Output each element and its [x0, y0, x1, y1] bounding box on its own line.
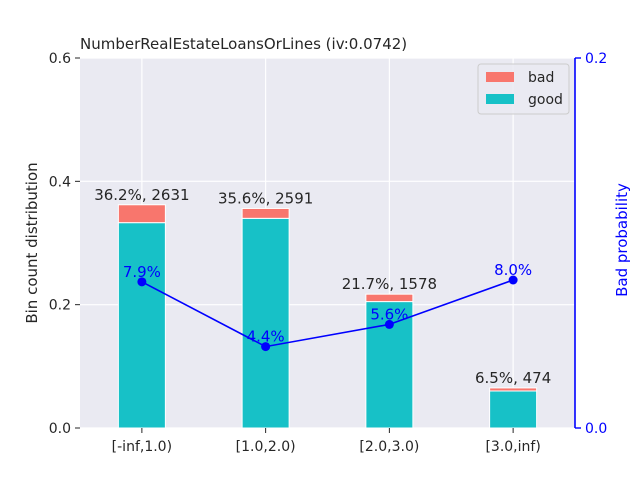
y-axis-label: Bin count distribution — [23, 162, 41, 323]
bad-probability-label: 4.4% — [247, 328, 285, 346]
bar-good — [241, 217, 290, 429]
legend-label-bad: bad — [528, 70, 554, 86]
bad-probability-label: 7.9% — [123, 263, 161, 281]
bar-good — [489, 390, 538, 429]
bad-probability-point — [137, 277, 147, 287]
bar-bad — [365, 293, 414, 303]
x-tick-label: [-inf,1.0) — [112, 439, 172, 455]
chart-title: NumberRealEstateLoansOrLines (iv:0.0742) — [80, 35, 407, 53]
bad-probability-line-path — [141, 279, 514, 348]
bar-bad — [117, 204, 166, 224]
bar-total-label: 21.7%, 1578 — [342, 275, 437, 293]
bar-total-label: 36.2%, 2631 — [94, 186, 189, 204]
bar-bad — [241, 207, 290, 219]
y2-tick-label: 0.0 — [585, 421, 607, 437]
bar-total-label: 6.5%, 474 — [475, 369, 551, 387]
bad-probability-point — [384, 319, 394, 329]
y-tick-label: 0.4 — [49, 174, 71, 190]
bar-total-label: 35.6%, 2591 — [218, 189, 313, 207]
y-tick-label: 0.2 — [49, 298, 71, 314]
legend-label-good: good — [528, 92, 563, 108]
x-tick-label: [2.0,3.0) — [359, 439, 419, 455]
y2-tick-label: 0.2 — [585, 51, 607, 67]
legend: bad good — [477, 63, 570, 115]
bad-probability-label: 8.0% — [494, 261, 532, 279]
legend-swatch-good — [486, 94, 514, 104]
bad-probability-line: 7.9% 4.4% 5.6% 8.0% — [123, 261, 532, 352]
secondary-y-axis-label: Bad probability — [613, 183, 631, 297]
data-labels: 36.2%, 2631 35.6%, 2591 21.7%, 1578 6.5%, 4… — [94, 186, 551, 387]
legend-swatch-bad — [486, 72, 514, 82]
bars — [117, 204, 538, 429]
x-tick-label: [3.0,inf) — [485, 439, 540, 455]
bad-probability-point — [261, 342, 271, 352]
bad-probability-label: 5.6% — [370, 305, 408, 323]
bar-bad — [489, 387, 538, 392]
bar-good — [117, 222, 166, 429]
y-tick-label: 0.6 — [49, 51, 71, 67]
axes: 0.0 0.2 0.4 0.6 0.0 0.2 [-inf,1.0) [1.0,2.0) [2.… — [49, 51, 608, 455]
bad-probability-point — [508, 275, 518, 285]
y-tick-label: 0.0 — [49, 421, 71, 437]
x-tick-label: [1.0,2.0) — [236, 439, 296, 455]
